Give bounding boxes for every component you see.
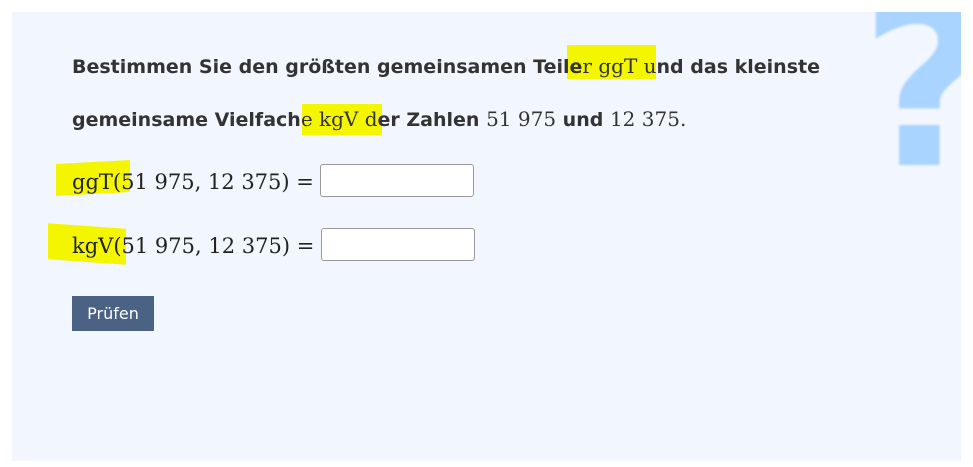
question-line-2: gemeinsame Vielfache kgV der Zahlen 51 9… <box>72 107 687 131</box>
exercise-panel: ? Bestimmen Sie den größten gemeinsamen … <box>12 12 961 461</box>
highlight <box>302 104 382 135</box>
ggt-equation: ggT(51 975, 12 375) = <box>72 170 314 194</box>
ggt-input[interactable] <box>320 164 474 197</box>
question-line-1: Bestimmen Sie den größten gemeinsamen Te… <box>72 54 820 78</box>
kgv-equation: kgV(51 975, 12 375) = <box>72 234 315 258</box>
question-mark-icon: ? <box>860 12 961 202</box>
check-button[interactable]: Prüfen <box>72 296 154 331</box>
kgv-input[interactable] <box>321 228 475 261</box>
highlight <box>567 45 656 79</box>
